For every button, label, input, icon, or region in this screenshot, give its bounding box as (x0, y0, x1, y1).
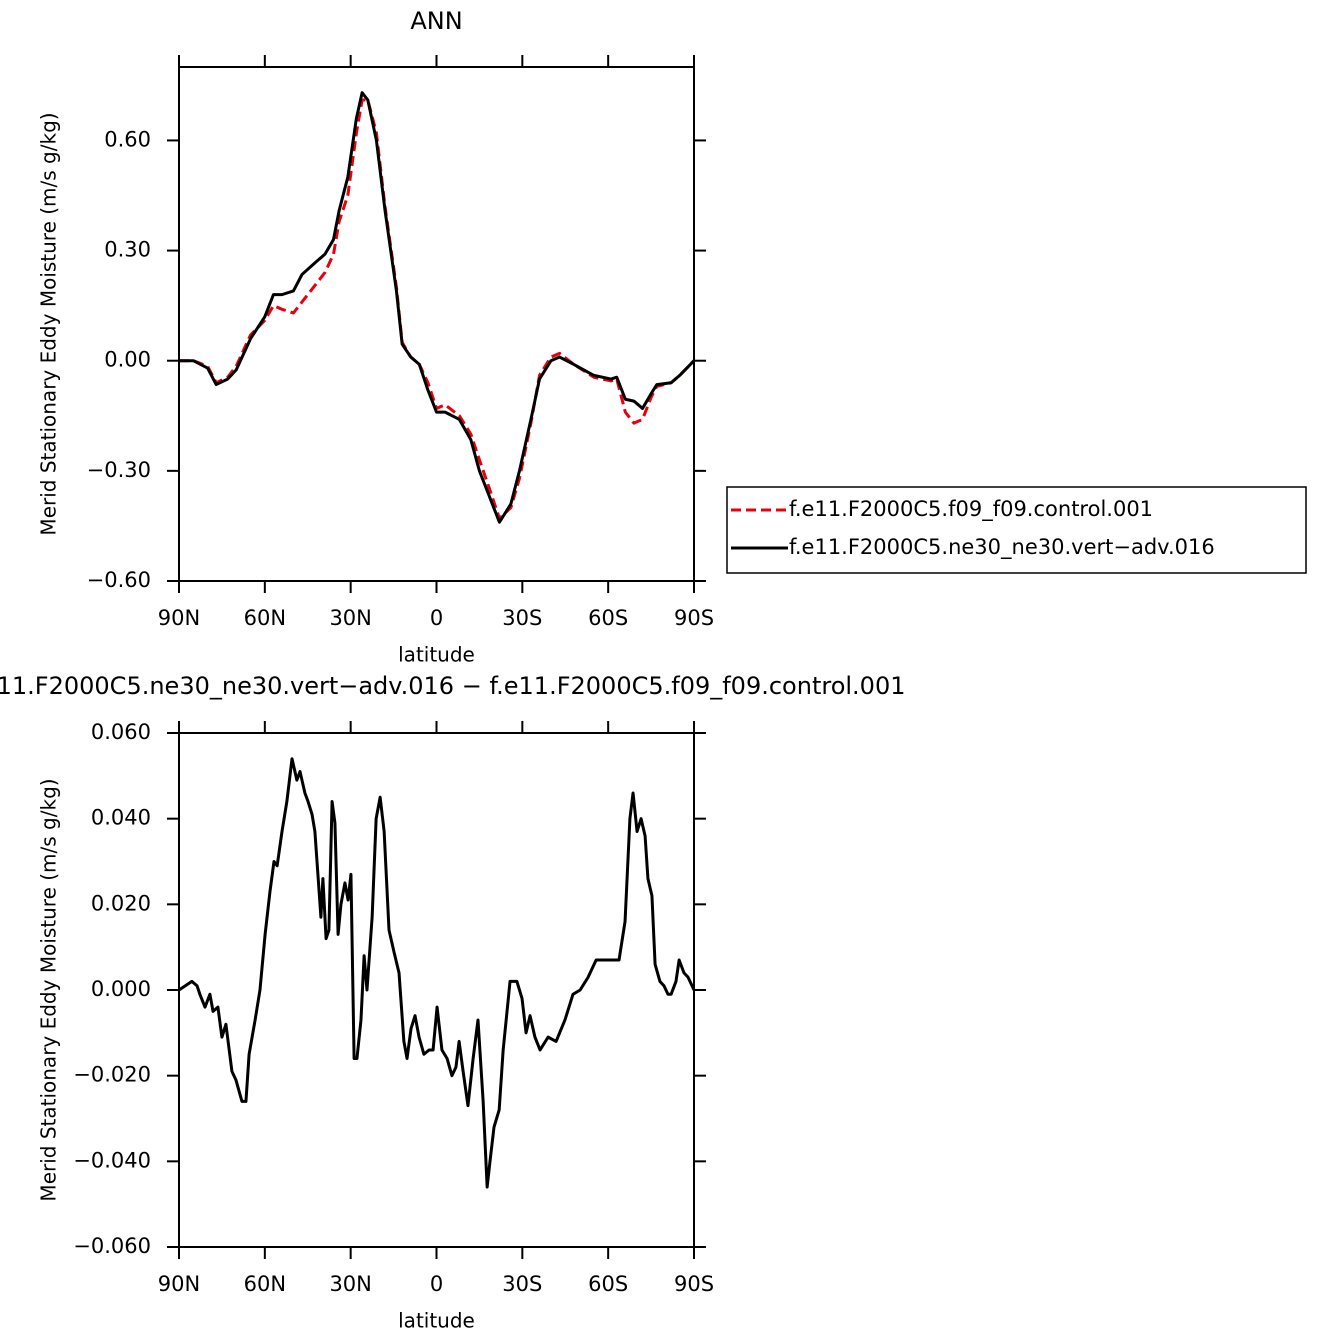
x-tick-label: 60N (244, 1272, 286, 1296)
x-tick-label: 0 (430, 606, 443, 630)
data-line (179, 98, 696, 521)
y-tick-label: −0.020 (73, 1063, 151, 1087)
y-tick-label: 0.060 (91, 720, 151, 744)
y-tick-label: −0.060 (73, 1234, 151, 1258)
y-tick-label: 0.020 (91, 891, 151, 915)
y-tick-label: 0.040 (91, 806, 151, 830)
chart-title: ANN (410, 7, 462, 35)
y-tick-label: 0.00 (104, 348, 151, 372)
y-tick-label: −0.60 (87, 568, 151, 592)
x-tick-label: 90N (158, 606, 200, 630)
x-axis-label: latitude (398, 1309, 475, 1333)
legend-box (726, 486, 1307, 574)
y-tick-label: −0.040 (73, 1148, 151, 1172)
x-tick-label: 30N (329, 606, 371, 630)
y-tick-label: 0.30 (104, 238, 151, 262)
y-tick-label: −0.30 (87, 458, 151, 482)
data-line (179, 91, 696, 524)
plot-frame (178, 732, 695, 1248)
chart-title: f.e11.F2000C5.ne30_ne30.vert−adv.016 − f… (0, 672, 905, 700)
plot-frame (178, 66, 695, 582)
x-tick-label: 60N (244, 606, 286, 630)
x-tick-label: 30N (329, 1272, 371, 1296)
x-tick-label: 30S (502, 606, 542, 630)
x-axis-label: latitude (398, 643, 475, 667)
y-axis-label: Merid Stationary Eddy Moisture (m/s g/kg… (37, 112, 61, 535)
x-tick-label: 30S (502, 1272, 542, 1296)
x-tick-label: 0 (430, 1272, 443, 1296)
data-line (178, 757, 696, 1189)
legend-label: f.e11.F2000C5.ne30_ne30.vert−adv.016 (789, 535, 1215, 560)
x-tick-label: 90S (674, 606, 714, 630)
x-tick-label: 90N (158, 1272, 200, 1296)
y-tick-label: 0.000 (91, 977, 151, 1001)
x-tick-label: 60S (588, 606, 628, 630)
x-tick-label: 90S (674, 1272, 714, 1296)
x-tick-label: 60S (588, 1272, 628, 1296)
y-axis-label: Merid Stationary Eddy Moisture (m/s g/kg… (37, 778, 61, 1201)
legend-label: f.e11.F2000C5.f09_f09.control.001 (789, 497, 1153, 522)
y-tick-label: 0.60 (104, 127, 151, 151)
